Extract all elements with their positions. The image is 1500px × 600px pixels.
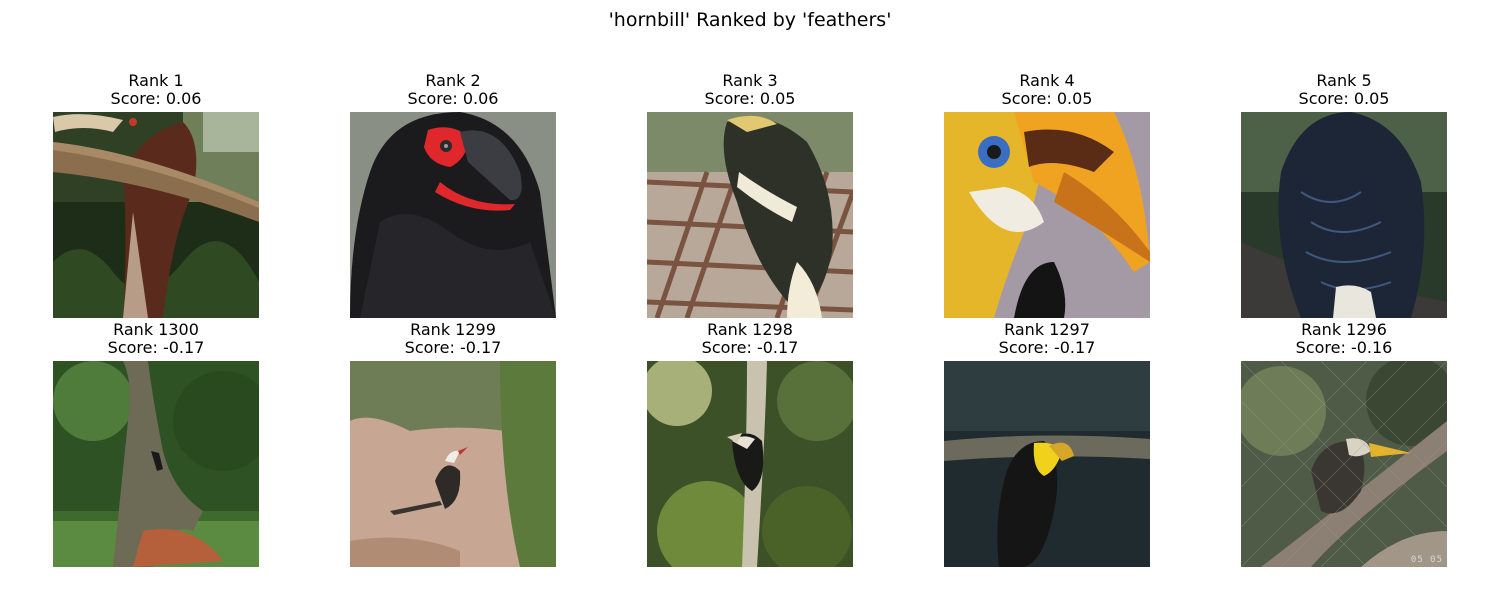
- score-label: Score: -0.17: [320, 339, 586, 357]
- rank-label: Rank 2: [320, 72, 586, 90]
- score-label: Score: -0.16: [1211, 339, 1477, 357]
- panel-title: Rank 1296 Score: -0.16: [1211, 321, 1477, 357]
- hornbill-back-on-fence-photo: [647, 112, 853, 318]
- score-label: Score: -0.17: [23, 339, 289, 357]
- hornbill-dark-enclosure-photo: [944, 361, 1150, 567]
- panel-title: Rank 5 Score: 0.05: [1211, 72, 1477, 108]
- score-label: Score: 0.06: [320, 90, 586, 108]
- panel-title: Rank 1298 Score: -0.17: [617, 321, 883, 357]
- panel-title: Rank 1297 Score: -0.17: [914, 321, 1180, 357]
- hornbill-in-foliage-photo: [647, 361, 853, 567]
- hornbill-back-feathers-photo: [1241, 112, 1447, 318]
- rank-label: Rank 1296: [1211, 321, 1477, 339]
- score-label: Score: 0.05: [617, 90, 883, 108]
- hornbill-on-branch-photo: [53, 112, 259, 318]
- rank-label: Rank 3: [617, 72, 883, 90]
- camera-timestamp: 05 05: [1411, 555, 1443, 565]
- panel-title: Rank 1300 Score: -0.17: [23, 321, 289, 357]
- hornbill-on-ground-photo: [350, 361, 556, 567]
- panel-title: Rank 3 Score: 0.05: [617, 72, 883, 108]
- panel-title: Rank 2 Score: 0.06: [320, 72, 586, 108]
- rank-label: Rank 1: [23, 72, 289, 90]
- score-label: Score: 0.05: [1211, 90, 1477, 108]
- rank-label: Rank 1298: [617, 321, 883, 339]
- panel-title: Rank 4 Score: 0.05: [914, 72, 1180, 108]
- rank-label: Rank 5: [1211, 72, 1477, 90]
- figure-title: 'hornbill' Ranked by 'feathers': [0, 8, 1500, 32]
- hornbill-in-tree-distant-photo: [53, 361, 259, 567]
- panel-title: Rank 1299 Score: -0.17: [320, 321, 586, 357]
- rank-label: Rank 1299: [320, 321, 586, 339]
- panel-title: Rank 1 Score: 0.06: [23, 72, 289, 108]
- hornbill-behind-mesh-photo: 05 05: [1241, 361, 1447, 567]
- rank-label: Rank 1300: [23, 321, 289, 339]
- ground-hornbill-closeup-photo: [350, 112, 556, 318]
- score-label: Score: -0.17: [617, 339, 883, 357]
- wreathed-hornbill-head-photo: [944, 112, 1150, 318]
- rank-label: Rank 4: [914, 72, 1180, 90]
- score-label: Score: -0.17: [914, 339, 1180, 357]
- rank-label: Rank 1297: [914, 321, 1180, 339]
- score-label: Score: 0.05: [914, 90, 1180, 108]
- score-label: Score: 0.06: [23, 90, 289, 108]
